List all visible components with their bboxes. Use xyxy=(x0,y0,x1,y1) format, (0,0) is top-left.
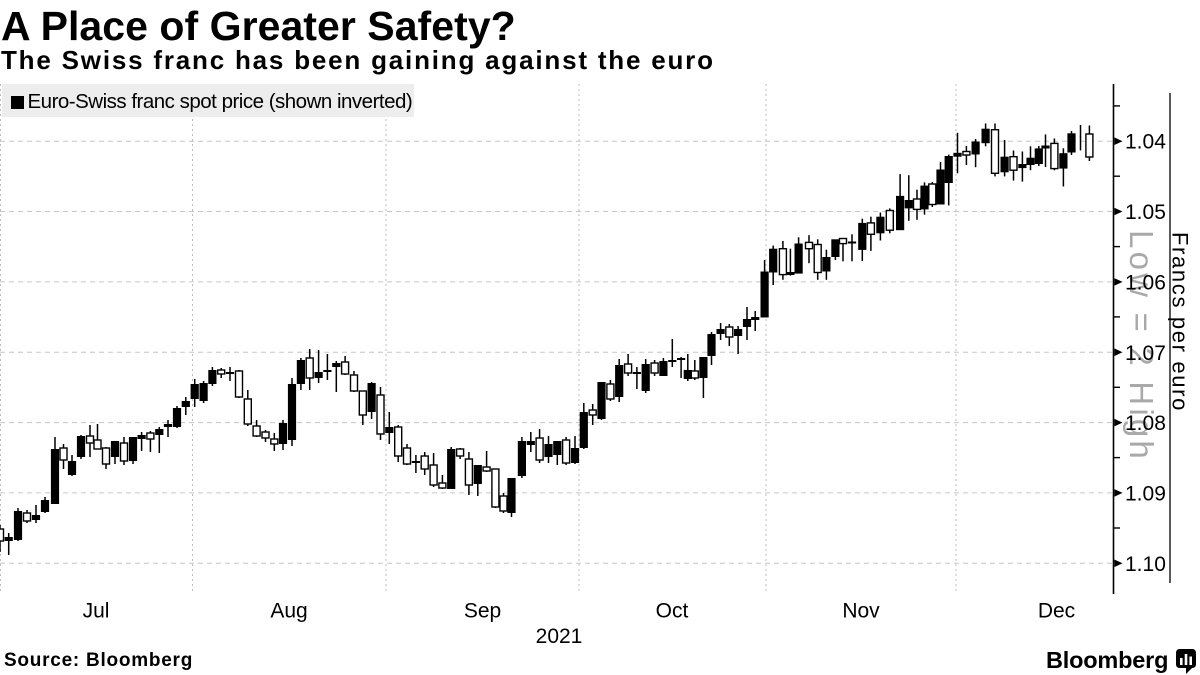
svg-text:1.04: 1.04 xyxy=(1125,131,1166,154)
svg-text:1.07: 1.07 xyxy=(1125,342,1166,365)
svg-text:1.09: 1.09 xyxy=(1125,482,1166,505)
svg-text:2021: 2021 xyxy=(536,625,583,648)
svg-text:1.06: 1.06 xyxy=(1125,271,1166,294)
svg-text:Low = 2 High: Low = 2 High xyxy=(1123,230,1160,462)
svg-text:Nov: Nov xyxy=(842,600,880,623)
svg-text:1.10: 1.10 xyxy=(1125,553,1166,576)
svg-text:Oct: Oct xyxy=(656,600,689,623)
svg-text:Aug: Aug xyxy=(270,600,307,623)
svg-text:Francs per euro: Francs per euro xyxy=(1168,232,1193,412)
svg-text:Dec: Dec xyxy=(1038,600,1075,623)
svg-text:Jul: Jul xyxy=(83,600,110,623)
svg-text:Sep: Sep xyxy=(464,600,501,623)
svg-text:1.08: 1.08 xyxy=(1125,412,1166,435)
svg-text:1.05: 1.05 xyxy=(1125,201,1166,224)
